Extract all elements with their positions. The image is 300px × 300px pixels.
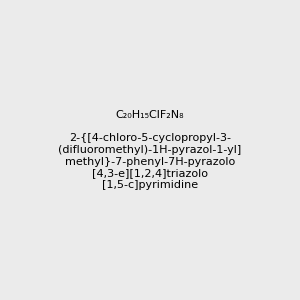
Text: C₂₀H₁₅ClF₂N₈

2-{[4-chloro-5-cyclopropyl-3-
(difluoromethyl)-1H-pyrazol-1-yl]
me: C₂₀H₁₅ClF₂N₈ 2-{[4-chloro-5-cyclopropyl-… — [58, 110, 242, 190]
